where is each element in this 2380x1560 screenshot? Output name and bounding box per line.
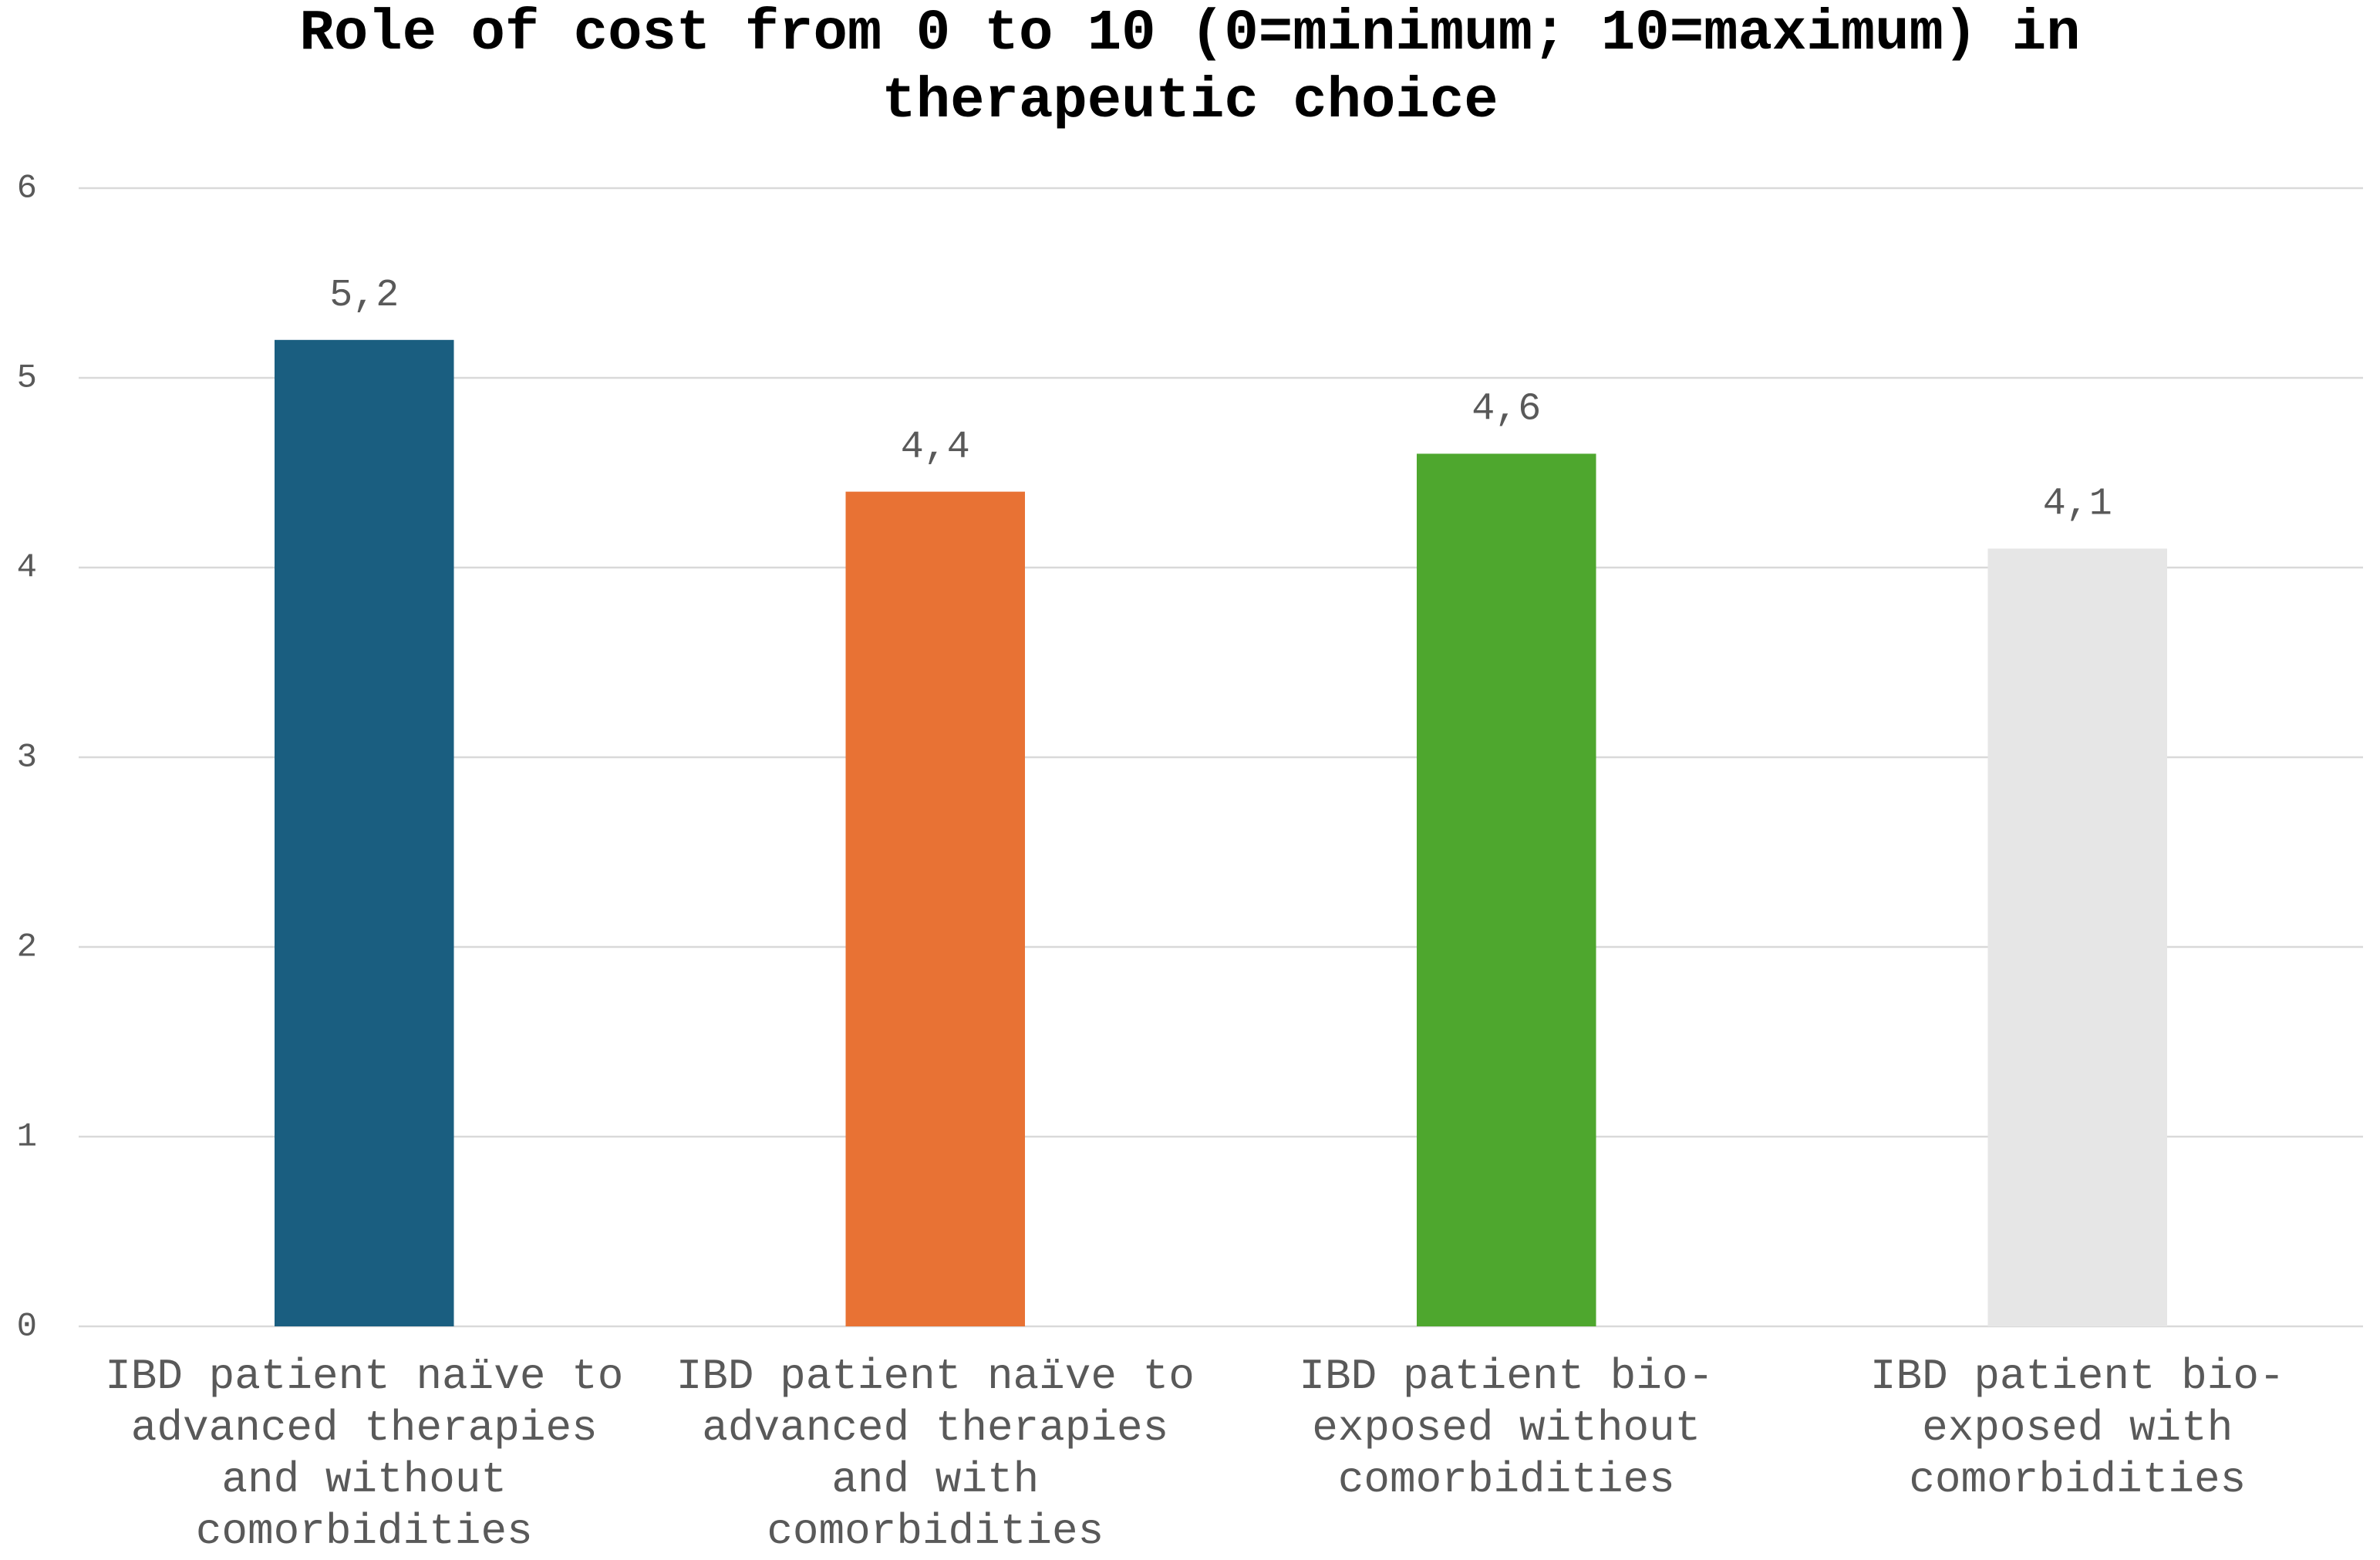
x-tick-label: IBD patient bio-exposed with comorbiditi… [1869,1352,2285,1504]
y-tick-label: 5 [17,359,37,398]
bar [845,491,1026,1326]
y-tick-label: 6 [17,170,37,208]
x-tick-label: IBD patient bio-exposed without comorbid… [1299,1352,1714,1504]
bar [274,339,454,1326]
y-tick-label: 1 [17,1118,37,1157]
value-label: 4,4 [901,426,970,470]
y-tick-label: 2 [17,928,37,967]
value-label: 4,1 [2043,483,2112,527]
bar [1416,453,1596,1326]
x-tick-label: IBD patient naïve to advanced therapies … [105,1352,624,1556]
value-label: 5,2 [329,274,399,318]
x-tick-label: IBD patient naïve to advanced therapies … [676,1352,1195,1556]
y-tick-label: 4 [17,549,37,588]
y-tick-label: 3 [17,739,37,777]
bar [1987,548,2168,1326]
y-tick-label: 0 [17,1308,37,1346]
value-label: 4,6 [1471,388,1541,432]
chart-title: Role of cost from 0 to 10 (0=minimum; 10… [299,2,2081,134]
